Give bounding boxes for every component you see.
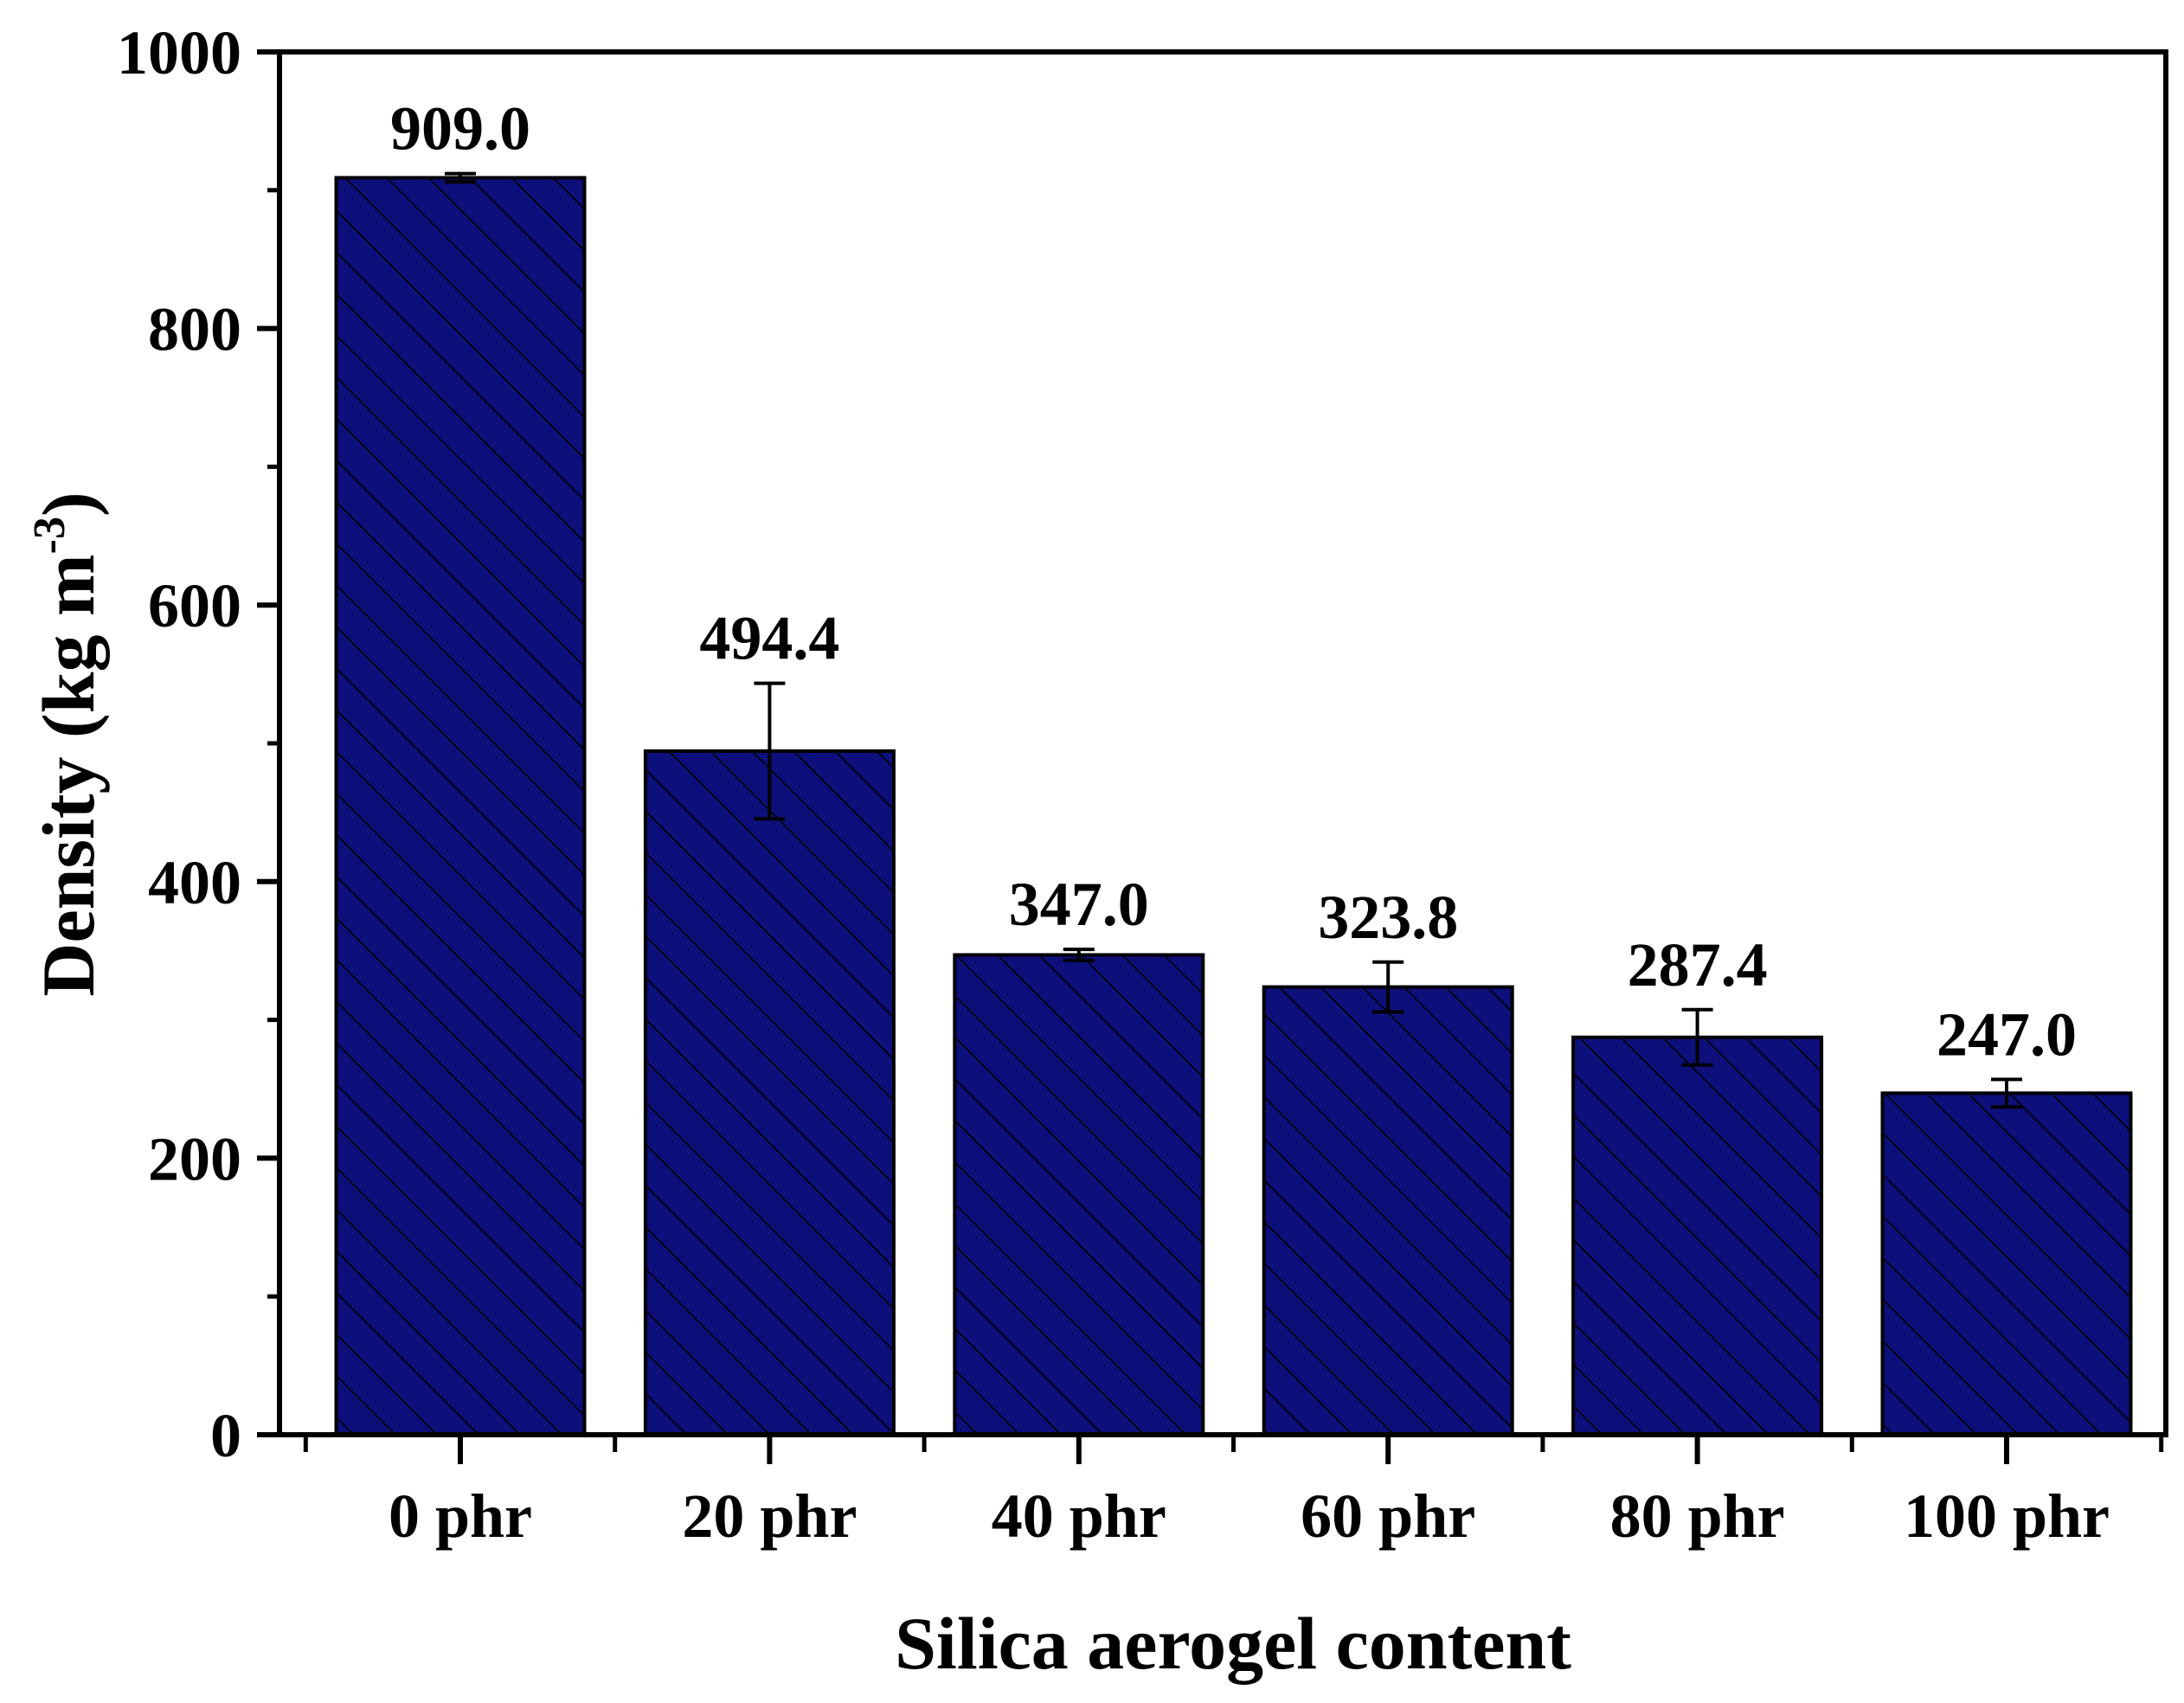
error-bar-1 xyxy=(754,681,786,821)
data-label-5: 247.0 xyxy=(1937,999,2077,1069)
bars-group xyxy=(334,176,2133,1437)
y-axis-title-main: Density (kg m xyxy=(27,554,110,996)
bar-1 xyxy=(643,749,896,1436)
data-label-2: 347.0 xyxy=(1009,870,1149,939)
data-label-4: 287.4 xyxy=(1628,930,1768,999)
error-bar-2 xyxy=(1063,948,1095,962)
data-label-1: 494.4 xyxy=(699,604,839,673)
x-tick-label-2: 40 phr xyxy=(992,1481,1166,1551)
axes-group xyxy=(257,49,2168,1464)
error-bar-3 xyxy=(1372,960,1404,1014)
error-bar-5 xyxy=(1991,1077,2022,1109)
x-tick-label-4: 80 phr xyxy=(1610,1481,1785,1551)
y-axis-title-close: ) xyxy=(27,492,110,517)
tick-labels-group: 0 200 400 600 800 1000 0 phr 20 phr 40 phr 60 phr… xyxy=(117,18,2110,1551)
bar-2 xyxy=(953,953,1205,1436)
y-tick-label-2: 400 xyxy=(148,848,241,917)
y-tick-label-1: 200 xyxy=(148,1124,241,1193)
bar-3 xyxy=(1262,985,1514,1436)
error-bar-4 xyxy=(1681,1007,1713,1067)
error-bars-group xyxy=(445,171,2022,1109)
error-bar-0 xyxy=(445,171,476,184)
bar-4 xyxy=(1571,1035,1824,1436)
y-tick-label-0: 0 xyxy=(210,1401,241,1470)
x-tick-label-5: 100 phr xyxy=(1904,1481,2110,1551)
bar-0 xyxy=(334,176,587,1437)
y-tick-label-3: 600 xyxy=(148,571,241,640)
data-labels-group: 909.0 494.4 347.0 323.8 287.4 247.0 xyxy=(390,94,2077,1070)
data-label-3: 323.8 xyxy=(1318,883,1458,952)
y-axis-title-superscript: -3 xyxy=(25,517,74,554)
y-tick-label-4: 800 xyxy=(148,295,241,364)
x-tick-label-0: 0 phr xyxy=(389,1481,532,1551)
data-label-0: 909.0 xyxy=(390,94,530,164)
bar-5 xyxy=(1880,1091,2133,1436)
x-tick-label-3: 60 phr xyxy=(1301,1481,1475,1551)
x-tick-label-1: 20 phr xyxy=(682,1481,857,1551)
x-axis-title: Silica aerogel content xyxy=(895,1602,1571,1685)
y-axis-title: Density (kg m-3) xyxy=(25,492,110,996)
y-tick-label-5: 1000 xyxy=(117,18,241,87)
